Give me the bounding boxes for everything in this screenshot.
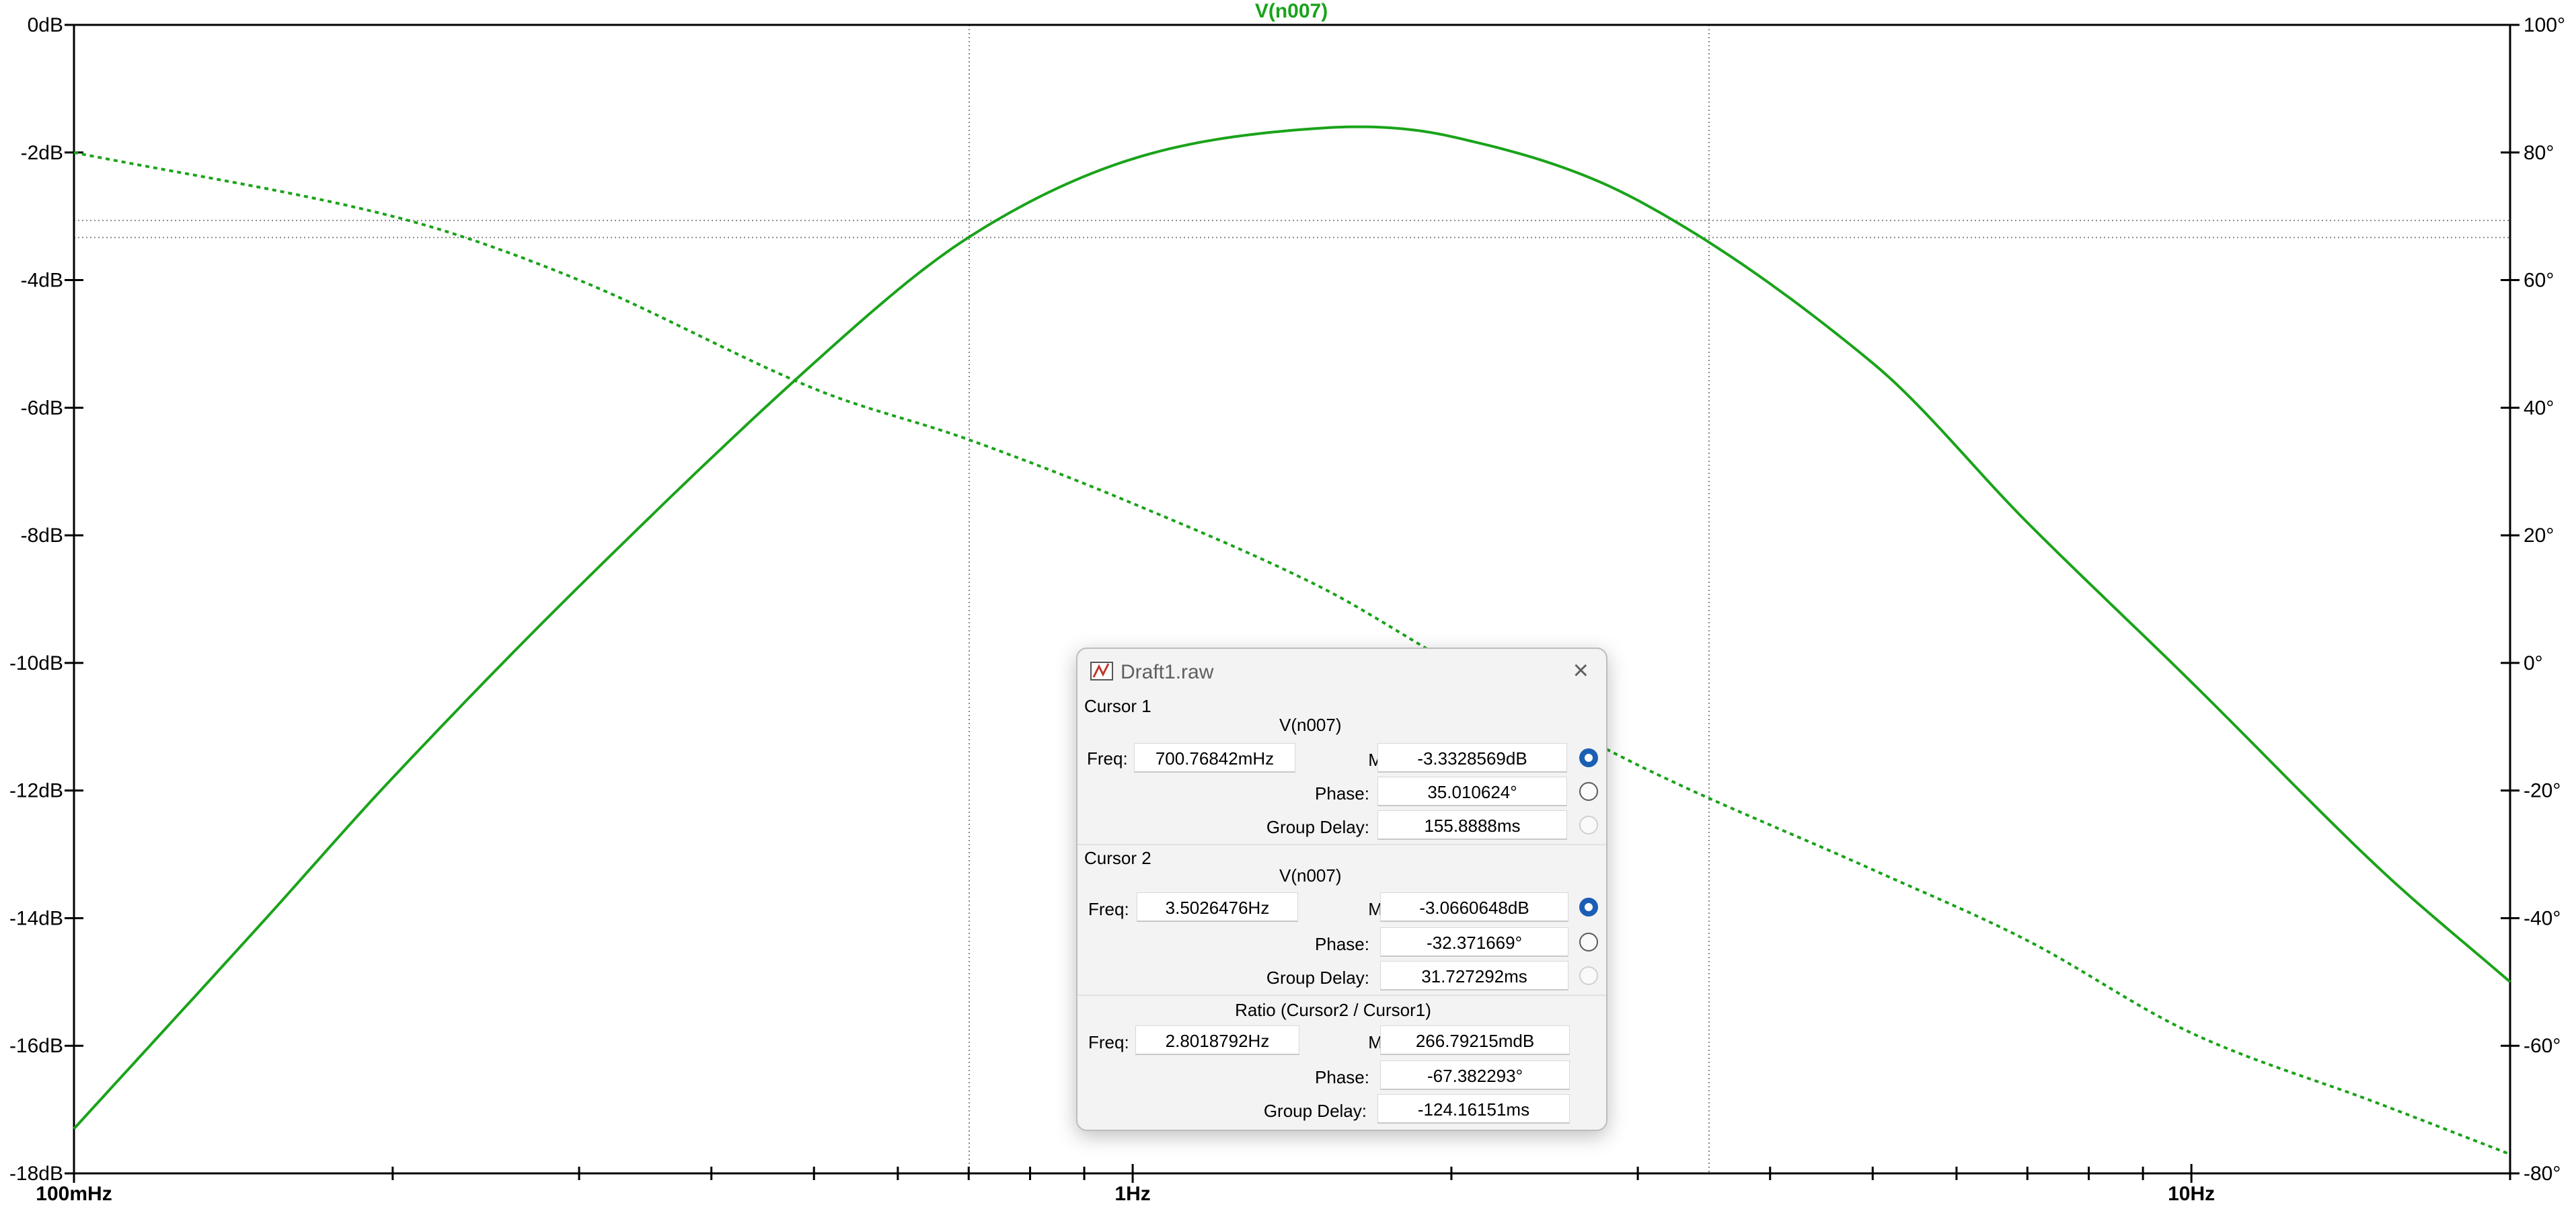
cursor1-trace: V(n007) — [1279, 715, 1342, 735]
magnitude-trace — [73, 125, 2511, 1130]
y-right-tick-label: 0° — [2524, 652, 2543, 674]
y-left-tick-label: -6dB — [21, 397, 63, 419]
x-tick-label: 10Hz — [2168, 1183, 2215, 1205]
cursor2-phase-field[interactable]: -32.371669° — [1380, 927, 1568, 957]
divider — [1077, 844, 1606, 845]
y-left-tick-label: -8dB — [21, 524, 63, 547]
y-right-tick-label: -20° — [2524, 780, 2561, 802]
y-right-tick-label: 80° — [2524, 142, 2554, 164]
y-left-tick-label: -4dB — [21, 270, 63, 292]
cursor1-phase-radio[interactable] — [1579, 782, 1598, 801]
dialog-title: Draft1.raw — [1121, 661, 1214, 683]
plot-axes — [73, 24, 2511, 1175]
ratio-freq-field[interactable]: 2.8018792Hz — [1135, 1025, 1299, 1055]
close-icon[interactable]: × — [1573, 656, 1589, 685]
ratio-phase-field[interactable]: -67.382293° — [1380, 1060, 1570, 1090]
plot-ticks: 0dB -2dB -4dB -6dB -8dB -10dB -12dB -14dB -16dB -… — [9, 14, 2565, 1205]
y-right-tick-label: 20° — [2524, 524, 2554, 547]
y-left-tick-label: -14dB — [9, 907, 63, 929]
cursor2-gd-label: Group Delay: — [1266, 968, 1369, 988]
y-right-tick-label: 40° — [2524, 397, 2554, 419]
ratio-mag-field[interactable]: 266.79215mdB — [1380, 1025, 1570, 1055]
cursor1-gd-label: Group Delay: — [1266, 817, 1369, 837]
cursor1-heading: Cursor 1 — [1084, 696, 1151, 716]
cursor2-mag-field[interactable]: -3.0660648dB — [1380, 892, 1568, 922]
cursor1-mag-field[interactable]: -3.3328569dB — [1377, 743, 1567, 773]
y-left-tick-label: 0dB — [28, 14, 63, 36]
cursor2-gd-field[interactable]: 31.727292ms — [1380, 961, 1568, 990]
y-right-tick-label: 100° — [2524, 14, 2565, 36]
cursor-dialog[interactable]: Draft1.raw × Cursor 1 V(n007) Freq: 700.… — [1076, 648, 1607, 1131]
y-left-tick-label: -10dB — [9, 652, 63, 674]
cursor2-freq-label: Freq: — [1088, 899, 1129, 919]
dialog-titlebar[interactable]: Draft1.raw × — [1077, 649, 1606, 697]
ratio-freq-label: Freq: — [1088, 1032, 1129, 1052]
ltspice-app-icon — [1090, 662, 1113, 680]
ratio-gd-label: Group Delay: — [1263, 1101, 1367, 1121]
cursor2-gd-radio[interactable] — [1579, 966, 1598, 985]
y-left-tick-label: -2dB — [21, 142, 63, 164]
y-right-tick-label: -40° — [2524, 907, 2561, 929]
cursor1-freq-field[interactable]: 700.76842mHz — [1134, 743, 1295, 773]
cursor1-gd-radio[interactable] — [1579, 816, 1598, 834]
cursor1-phase-label: Phase: — [1315, 783, 1369, 804]
ratio-heading: Ratio (Cursor2 / Cursor1) — [1235, 1000, 1431, 1020]
cursor2-mag-radio[interactable] — [1579, 898, 1598, 917]
phase-trace — [73, 151, 2511, 1156]
cursor2-trace: V(n007) — [1279, 865, 1342, 886]
ratio-gd-field[interactable]: -124.16151ms — [1377, 1094, 1570, 1124]
plot-frame — [73, 24, 2511, 1175]
cursor2-phase-label: Phase: — [1315, 934, 1369, 954]
cursor1-freq-label: Freq: — [1087, 748, 1128, 769]
x-tick-label: 100mHz — [36, 1183, 112, 1205]
cursor2-heading: Cursor 2 — [1084, 848, 1151, 868]
y-left-tick-label: -18dB — [9, 1163, 63, 1185]
y-right-tick-label: -60° — [2524, 1035, 2561, 1057]
cursor2-phase-radio[interactable] — [1579, 933, 1598, 951]
y-right-tick-label: -80° — [2524, 1163, 2561, 1185]
x-tick-label: 1Hz — [1114, 1183, 1150, 1205]
plot-grid — [74, 25, 2510, 1173]
y-left-tick-label: -12dB — [9, 780, 63, 802]
cursor2-freq-field[interactable]: 3.5026476Hz — [1137, 892, 1298, 922]
plot-traces — [73, 125, 2511, 1156]
divider — [1077, 995, 1606, 996]
y-left-tick-label: -16dB — [9, 1035, 63, 1057]
y-right-tick-label: 60° — [2524, 270, 2554, 292]
cursor1-gd-field[interactable]: 155.8888ms — [1377, 810, 1567, 840]
cursor1-phase-field[interactable]: 35.010624° — [1377, 777, 1567, 806]
cursor1-mag-radio[interactable] — [1579, 748, 1598, 767]
trace-title[interactable]: V(n007) — [1255, 0, 1328, 22]
ratio-phase-label: Phase: — [1315, 1067, 1369, 1087]
